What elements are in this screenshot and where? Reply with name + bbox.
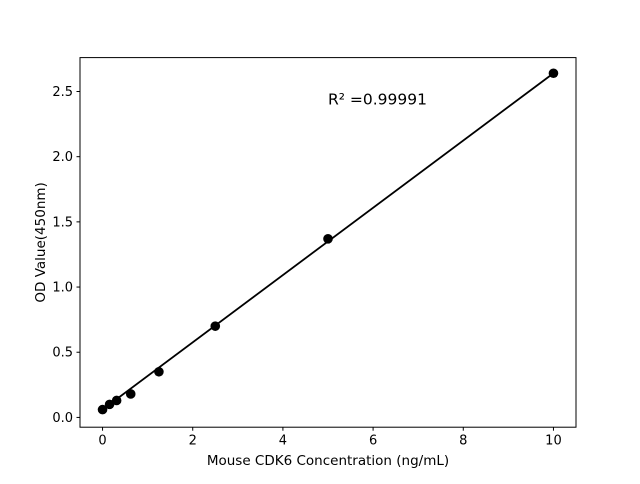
x-tick-label: 0 xyxy=(98,434,106,449)
data-point xyxy=(548,68,559,79)
data-point xyxy=(125,389,136,399)
data-point xyxy=(210,321,221,331)
data-points xyxy=(97,68,559,415)
r-squared-annotation: R² =0.99991 xyxy=(328,91,427,109)
y-tick-label: 2.0 xyxy=(52,150,73,165)
data-point xyxy=(111,395,122,406)
data-point xyxy=(154,366,164,377)
x-tick-label: 4 xyxy=(279,434,287,449)
x-tick-label: 8 xyxy=(459,434,467,449)
y-axis-ticks: 0.0 0.5 1.0 1.5 2.0 2.5 xyxy=(52,85,80,426)
y-tick-label: 0.5 xyxy=(52,346,73,361)
x-axis-label: Mouse CDK6 Concentration (ng/mL) xyxy=(207,453,449,469)
data-point xyxy=(104,399,115,410)
x-tick-label: 10 xyxy=(545,434,562,449)
plot-area-border xyxy=(79,57,577,428)
y-tick-label: 1.0 xyxy=(52,281,73,296)
data-point xyxy=(97,404,108,415)
data-point xyxy=(323,234,333,244)
y-tick-label: 2.5 xyxy=(52,85,73,100)
x-tick-label: 2 xyxy=(189,434,197,449)
x-tick-label: 6 xyxy=(369,434,377,449)
y-axis-label: OD Value(450nm) xyxy=(33,182,49,302)
y-tick-label: 0.0 xyxy=(52,411,73,426)
x-axis-ticks: 0 2 4 6 8 10 xyxy=(98,427,562,449)
y-tick-label: 1.5 xyxy=(52,215,73,230)
